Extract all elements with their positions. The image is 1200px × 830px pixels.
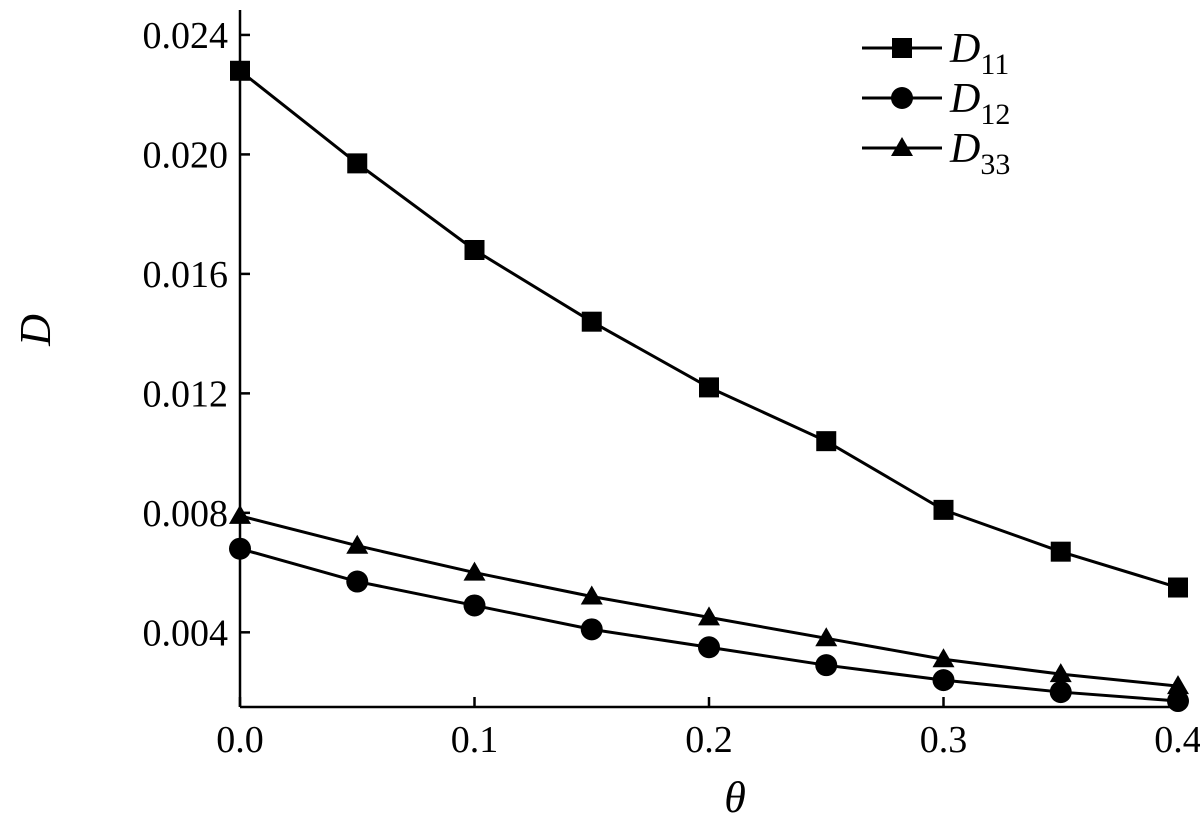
x-ticks: 0.0 0.1 0.2 0.3 0.4 <box>216 697 1200 761</box>
legend-item-D12: D12 <box>862 76 1010 131</box>
y-tick-label: 0.016 <box>143 254 229 296</box>
data-point-D33 <box>698 606 720 626</box>
x-tick-label: 0.1 <box>451 719 499 761</box>
data-point-D12 <box>698 636 720 659</box>
data-point-D12 <box>815 654 838 677</box>
y-axis-label: D <box>11 314 60 347</box>
x-tick-label: 0.2 <box>685 719 733 761</box>
data-point-D12 <box>1049 681 1072 704</box>
data-point-D33 <box>580 585 603 605</box>
data-point-D11 <box>347 153 368 174</box>
x-tick-label: 0.3 <box>920 719 968 761</box>
data-point-D12 <box>463 594 486 617</box>
legend-label: D12 <box>949 76 1010 131</box>
data-point-D33 <box>932 648 955 668</box>
data-point-D12 <box>580 618 603 641</box>
data-point-D11 <box>1050 541 1071 562</box>
data-point-D33 <box>463 561 486 581</box>
data-point-D12 <box>229 537 251 560</box>
data-point-D11 <box>933 499 954 520</box>
series-line-D11 <box>239 69 1179 589</box>
data-point-D11 <box>230 60 250 81</box>
legend-marker-D12 <box>891 87 913 109</box>
data-point-D11 <box>816 431 837 452</box>
data-point-D11 <box>1168 577 1188 598</box>
data-point-D33 <box>346 534 369 554</box>
axes <box>238 10 1180 709</box>
data-point-D11 <box>581 311 602 332</box>
data-point-D33 <box>815 627 838 647</box>
legend-marker-D11 <box>892 38 912 58</box>
series-layer <box>229 60 1189 713</box>
data-point-D12 <box>932 669 955 692</box>
y-tick-label: 0.008 <box>143 493 229 535</box>
series-line-D33 <box>239 514 1179 688</box>
data-point-D12 <box>1167 690 1189 713</box>
y-tick-label: 0.012 <box>143 373 229 415</box>
y-tick-label: 0.024 <box>143 15 229 57</box>
data-point-D33 <box>1049 663 1072 683</box>
legend-item-D33: D33 <box>862 126 1010 181</box>
legend-marker-D33 <box>891 137 913 156</box>
legend-label: D33 <box>949 126 1010 181</box>
series-D12 <box>229 537 1189 713</box>
x-tick-label: 0.0 <box>216 719 264 761</box>
y-tick-label: 0.020 <box>143 134 229 176</box>
data-point-D11 <box>699 377 719 398</box>
y-tick-label: 0.004 <box>143 612 229 654</box>
legend-item-D11: D11 <box>862 26 1009 81</box>
legend-label: D11 <box>949 26 1009 81</box>
series-D33 <box>229 504 1189 695</box>
data-point-D33 <box>1167 675 1189 695</box>
data-point-D33 <box>229 504 251 524</box>
y-ticks: 0.004 0.008 0.012 0.016 0.020 0.024 <box>143 15 250 654</box>
x-tick-label: 0.4 <box>1154 719 1200 761</box>
series-D11 <box>230 60 1188 598</box>
x-axis-label: θ <box>724 773 746 822</box>
data-point-D12 <box>346 570 369 593</box>
data-point-D11 <box>464 239 485 260</box>
